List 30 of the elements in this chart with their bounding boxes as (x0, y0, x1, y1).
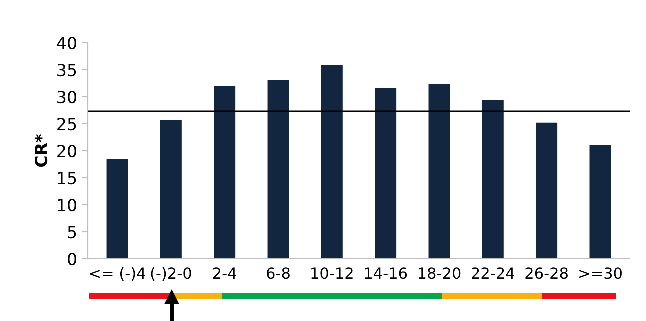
bar (214, 86, 236, 259)
x-tick-label: 2-4 (213, 268, 236, 279)
y-tick-label: 30 (58, 90, 76, 104)
bar (321, 65, 343, 259)
x-tick-label: 10-12 (312, 268, 353, 280)
y-tick-label: 5 (68, 226, 76, 239)
x-tick-label: 22-24 (472, 268, 514, 279)
x-tick-label: 18-20 (418, 268, 461, 280)
y-tick-label: 35 (58, 64, 76, 77)
y-tick-label: 10 (58, 198, 76, 212)
x-tick-label: 14-16 (365, 268, 408, 280)
x-tick-label: >=30 (580, 268, 622, 280)
y-tick-label: 0 (68, 252, 76, 266)
bar (590, 145, 612, 259)
x-tick-label: (-)2-0 (151, 267, 192, 281)
y-tick-label: 15 (58, 172, 76, 185)
x-tick-label: 26-28 (526, 268, 568, 280)
bar (428, 84, 450, 259)
bar (536, 122, 558, 259)
bar (268, 80, 290, 259)
bar (375, 88, 397, 259)
bar (482, 100, 504, 259)
x-tick-label: <= (-)4 (90, 267, 146, 281)
y-axis-title: CR* (34, 134, 48, 168)
x-tick-label: 6-8 (267, 268, 290, 280)
y-tick-label: 25 (58, 118, 76, 131)
bar (160, 120, 182, 259)
y-tick-label: 20 (58, 144, 76, 158)
y-tick-label: 40 (57, 36, 76, 50)
bar (106, 159, 128, 259)
